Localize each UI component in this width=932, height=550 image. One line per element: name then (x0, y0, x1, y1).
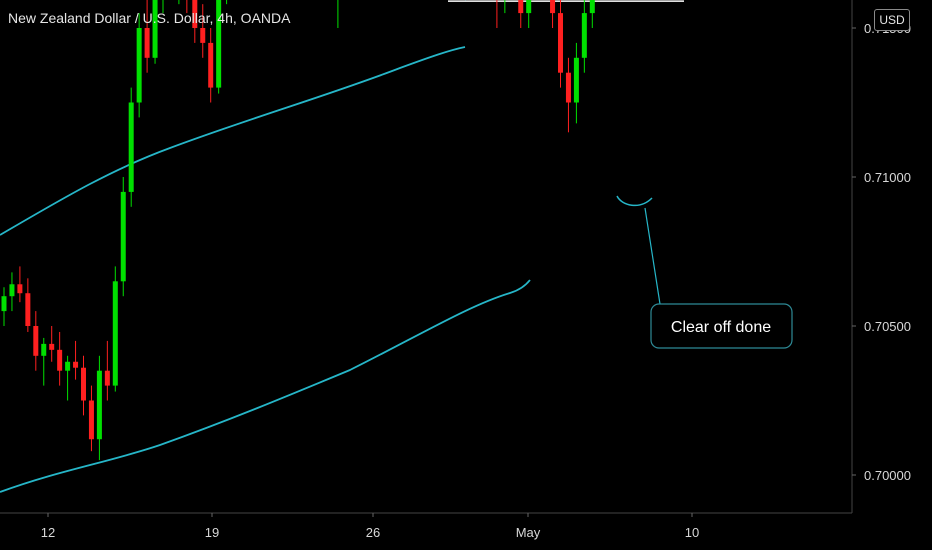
chart-title: New Zealand Dollar / U.S. Dollar, 4h, OA… (8, 10, 291, 26)
bear-candle (565, 72, 571, 103)
bear-candle (550, 0, 556, 14)
bear-candle (49, 343, 55, 350)
bear-candle (200, 28, 206, 43)
bear-candle (558, 13, 563, 73)
bull-candle (65, 361, 71, 371)
callout-pointer (644, 207, 661, 305)
x-tick-label: 19 (205, 525, 219, 540)
bull-candle (581, 13, 587, 58)
x-tick-label: 26 (366, 525, 380, 540)
currency-button[interactable]: USD (874, 9, 910, 31)
bear-candle (192, 0, 198, 28)
callout-text: Clear off done (671, 319, 771, 336)
lower-channel-line[interactable] (0, 279, 531, 493)
x-tick-label: 10 (685, 525, 699, 540)
bear-candle (208, 42, 214, 88)
bear-candle (57, 349, 63, 371)
bear-candle (81, 367, 86, 401)
y-tick-label: 0.70500 (864, 319, 911, 334)
callout-box[interactable] (650, 303, 793, 349)
bull-candle (216, 0, 222, 88)
annotation-curve (616, 195, 653, 207)
upper-channel-line[interactable] (0, 46, 466, 236)
bear-candle (144, 28, 150, 58)
bull-candle (41, 343, 47, 356)
bull-candle (1, 296, 7, 312)
x-tick-label: 12 (41, 525, 55, 540)
bull-candle (573, 57, 579, 103)
bear-candle (73, 361, 79, 368)
bull-candle (120, 191, 126, 282)
bear-candle (25, 293, 31, 326)
x-tick-label: May (516, 525, 541, 540)
bull-candle (589, 0, 595, 14)
bear-candle (88, 400, 94, 440)
bull-candle (152, 0, 158, 58)
y-tick-label: 0.71000 (864, 170, 911, 185)
bear-candle (17, 284, 23, 294)
bull-candle (96, 370, 102, 440)
bull-candle (9, 284, 15, 297)
y-tick-label: 0.70000 (864, 468, 911, 483)
bear-candle (518, 0, 524, 14)
bear-candle (33, 326, 39, 356)
bull-candle (128, 102, 134, 192)
bull-candle (136, 28, 142, 103)
bull-candle (526, 0, 532, 14)
bear-candle (104, 370, 110, 386)
bull-candle (112, 281, 118, 386)
